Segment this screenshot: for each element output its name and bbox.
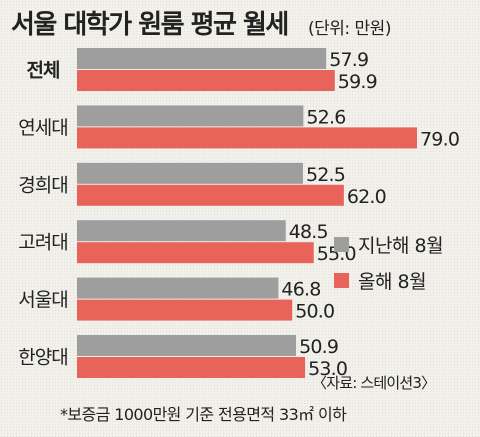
value-label-last-year-snu: 46.8 (281, 279, 320, 301)
legend-item-last-year: 지난해 8월 (334, 226, 464, 262)
bar-this-year-kyunghee (77, 184, 344, 206)
bar-last-year-kyunghee (77, 162, 303, 184)
legend: 지난해 8월 올해 8월 (334, 226, 464, 298)
source-note: 〈자료: 스테이션3〉 (312, 374, 436, 392)
bar-this-year-hanyang (77, 357, 306, 378)
value-label-last-year-yonsei: 52.6 (306, 106, 345, 128)
category-label-snu: 서울대 (18, 289, 67, 311)
value-label-this-year-kyunghee: 62.0 (347, 186, 386, 208)
category-label-total: 전체 (27, 60, 60, 82)
category-label-korea: 고려대 (18, 232, 67, 254)
value-label-this-year-total: 59.9 (338, 71, 377, 93)
legend-swatch-this-year (334, 272, 349, 288)
value-label-last-year-total: 57.9 (329, 49, 368, 71)
value-label-last-year-hanyang: 50.9 (299, 336, 338, 358)
bar-this-year-yonsei (77, 127, 417, 149)
bar-this-year-korea (77, 242, 314, 264)
value-label-this-year-hanyang: 53.0 (308, 358, 347, 380)
category-label-kyunghee: 경희대 (18, 174, 67, 196)
footnote: *보증금 1000만원 기준 전용면적 33㎡ 이하 (60, 405, 347, 424)
legend-item-this-year: 올해 8월 (334, 262, 464, 298)
category-label-hanyang: 한양대 (18, 347, 67, 369)
bar-last-year-hanyang (77, 335, 297, 356)
chart-title: 서울 대학가 원룸 평균 월세 (11, 10, 289, 40)
bar-last-year-korea (77, 220, 286, 242)
bar-this-year-total (77, 70, 335, 91)
unit-label: (단위: 만원) (308, 19, 391, 39)
value-label-last-year-kyunghee: 52.5 (306, 164, 345, 186)
legend-label-last-year: 지난해 8월 (358, 234, 444, 257)
bar-last-year-snu (77, 277, 279, 299)
category-label-yonsei: 연세대 (18, 117, 67, 139)
bar-this-year-snu (77, 299, 293, 321)
value-label-last-year-korea: 48.5 (289, 221, 328, 243)
legend-label-this-year: 올해 8월 (358, 270, 427, 293)
legend-swatch-last-year (334, 236, 349, 252)
bar-last-year-yonsei (77, 105, 304, 127)
value-label-this-year-snu: 50.0 (295, 301, 334, 323)
bar-last-year-total (77, 48, 327, 69)
value-label-this-year-yonsei: 79.0 (420, 128, 459, 150)
